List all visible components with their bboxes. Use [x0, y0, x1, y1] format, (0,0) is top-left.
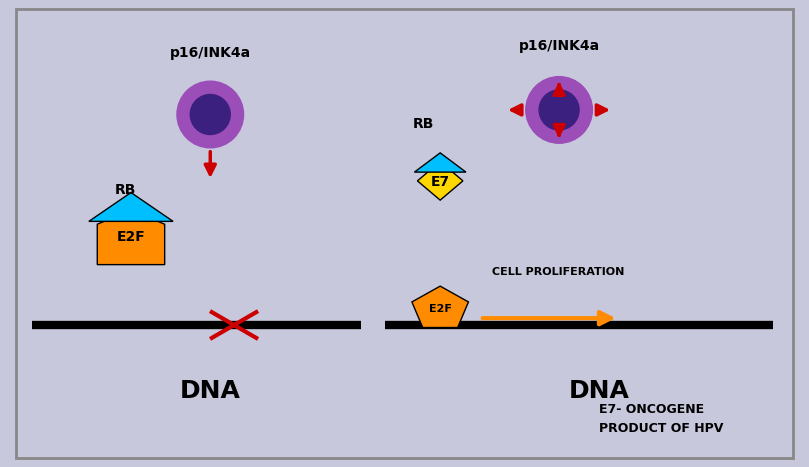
Text: RB: RB	[413, 117, 434, 131]
Polygon shape	[417, 162, 463, 200]
Ellipse shape	[190, 94, 231, 134]
Polygon shape	[97, 210, 165, 265]
Text: p16/INK4a: p16/INK4a	[519, 39, 599, 53]
Text: E2F: E2F	[116, 230, 146, 244]
Text: DNA: DNA	[568, 379, 629, 403]
Text: RB: RB	[115, 183, 137, 197]
Polygon shape	[412, 286, 468, 327]
Ellipse shape	[526, 77, 592, 143]
Text: E7: E7	[430, 175, 450, 189]
Text: DNA: DNA	[180, 379, 241, 403]
Ellipse shape	[539, 90, 579, 130]
Ellipse shape	[177, 81, 244, 148]
Text: E2F: E2F	[429, 304, 451, 314]
Text: PRODUCT OF HPV: PRODUCT OF HPV	[599, 422, 723, 434]
Text: E7- ONCOGENE: E7- ONCOGENE	[599, 403, 704, 416]
Text: p16/INK4a: p16/INK4a	[170, 46, 251, 60]
Polygon shape	[414, 153, 466, 172]
Polygon shape	[89, 192, 173, 221]
Text: CELL PROLIFERATION: CELL PROLIFERATION	[492, 268, 624, 277]
